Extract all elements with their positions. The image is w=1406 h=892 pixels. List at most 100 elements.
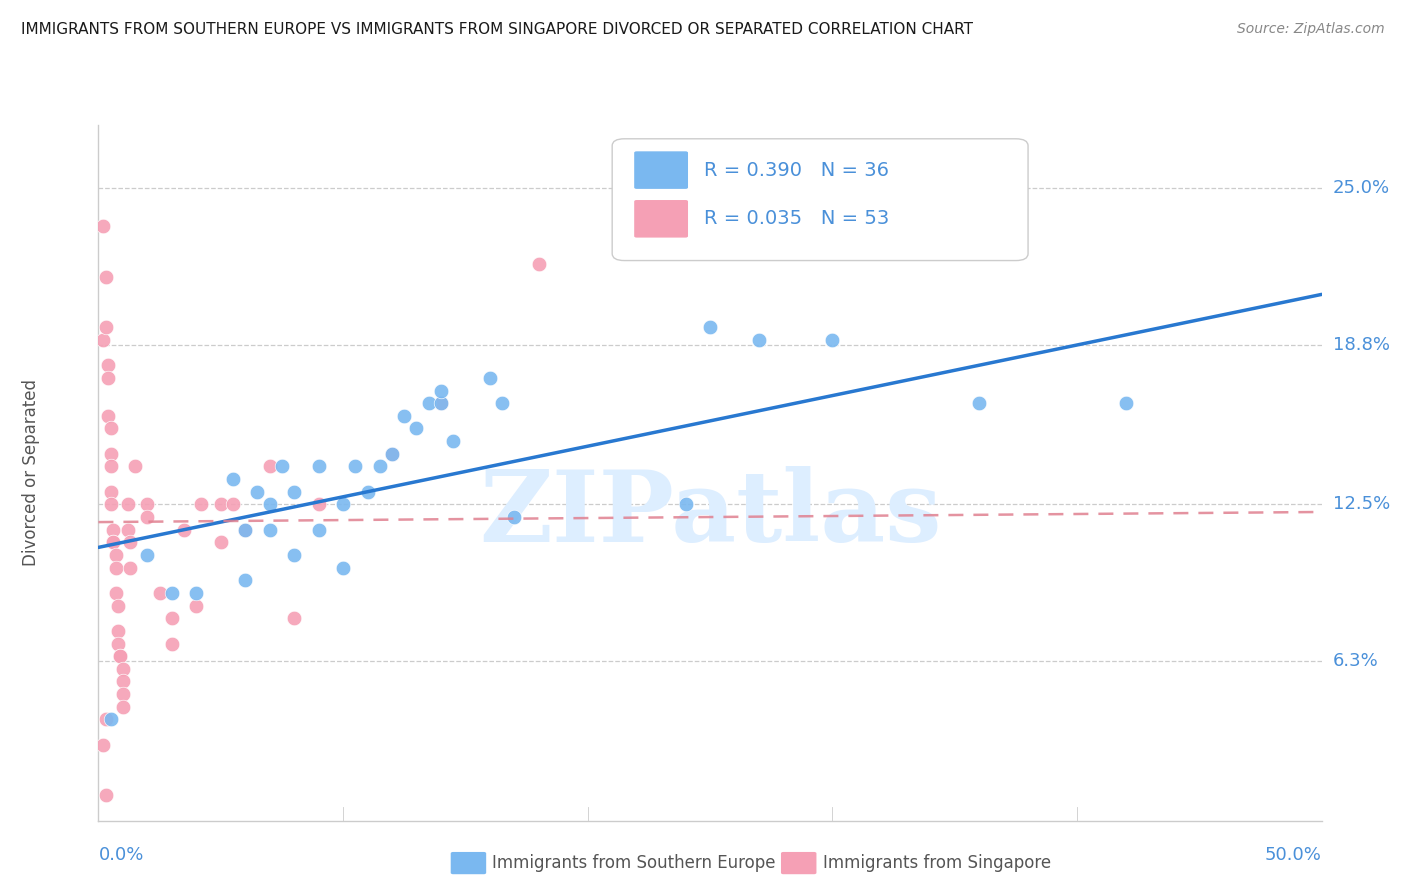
Text: Immigrants from Southern Europe: Immigrants from Southern Europe	[492, 854, 776, 872]
Point	[418, 396, 440, 410]
Point	[160, 611, 183, 625]
Point	[430, 396, 453, 410]
Point	[94, 713, 117, 727]
Point	[94, 269, 117, 284]
Point	[111, 662, 134, 676]
Point	[101, 535, 124, 549]
Point	[136, 497, 159, 511]
Point	[104, 548, 127, 562]
Point	[209, 535, 232, 549]
Point	[491, 396, 513, 410]
Point	[110, 649, 132, 664]
Point	[149, 586, 172, 600]
Point	[186, 586, 208, 600]
Point	[94, 320, 117, 334]
Point	[100, 421, 122, 435]
FancyBboxPatch shape	[780, 852, 817, 874]
Text: 0.0%: 0.0%	[98, 846, 143, 863]
Point	[120, 535, 142, 549]
FancyBboxPatch shape	[634, 152, 688, 189]
Text: 12.5%: 12.5%	[1333, 495, 1391, 514]
Point	[308, 497, 330, 511]
Point	[104, 586, 127, 600]
Point	[104, 560, 127, 574]
Point	[233, 574, 256, 588]
Point	[101, 535, 124, 549]
Point	[209, 497, 232, 511]
Text: 25.0%: 25.0%	[1333, 179, 1391, 197]
Point	[259, 523, 281, 537]
Point	[124, 459, 146, 474]
Point	[283, 548, 305, 562]
Point	[381, 447, 404, 461]
Point	[283, 484, 305, 499]
Point	[356, 484, 378, 499]
Point	[91, 219, 114, 233]
Point	[190, 497, 212, 511]
Point	[100, 484, 122, 499]
Point	[332, 560, 354, 574]
Point	[100, 497, 122, 511]
Point	[186, 599, 208, 613]
Point	[222, 497, 245, 511]
Point	[160, 636, 183, 650]
Point	[699, 320, 721, 334]
Point	[222, 472, 245, 486]
Point	[120, 560, 142, 574]
Point	[111, 674, 134, 689]
Point	[259, 497, 281, 511]
Point	[308, 459, 330, 474]
Point	[160, 586, 183, 600]
Point	[478, 371, 501, 385]
Point	[246, 484, 269, 499]
Point	[308, 523, 330, 537]
Point	[107, 636, 129, 650]
FancyBboxPatch shape	[634, 200, 688, 237]
Point	[441, 434, 464, 449]
Point	[136, 548, 159, 562]
Text: IMMIGRANTS FROM SOUTHERN EUROPE VS IMMIGRANTS FROM SINGAPORE DIVORCED OR SEPARAT: IMMIGRANTS FROM SOUTHERN EUROPE VS IMMIG…	[21, 22, 973, 37]
Point	[405, 421, 427, 435]
Point	[270, 459, 294, 474]
Point	[100, 459, 122, 474]
Point	[332, 497, 354, 511]
Point	[527, 257, 550, 271]
Point	[233, 523, 256, 537]
Point	[136, 510, 159, 524]
Point	[344, 459, 367, 474]
Point	[110, 649, 132, 664]
Point	[100, 447, 122, 461]
Text: Divorced or Separated: Divorced or Separated	[22, 379, 41, 566]
Point	[748, 333, 770, 347]
Point	[107, 599, 129, 613]
Text: 50.0%: 50.0%	[1265, 846, 1322, 863]
Point	[392, 409, 416, 423]
FancyBboxPatch shape	[612, 139, 1028, 260]
Point	[94, 789, 117, 803]
Text: Source: ZipAtlas.com: Source: ZipAtlas.com	[1237, 22, 1385, 37]
Point	[117, 523, 139, 537]
Point	[233, 523, 256, 537]
Point	[100, 713, 122, 727]
Text: 6.3%: 6.3%	[1333, 652, 1378, 670]
Text: 18.8%: 18.8%	[1333, 336, 1389, 354]
Point	[101, 523, 124, 537]
Point	[368, 459, 391, 474]
Point	[97, 358, 120, 372]
Point	[503, 510, 526, 524]
Point	[430, 396, 453, 410]
Point	[173, 523, 195, 537]
Point	[111, 687, 134, 701]
Point	[675, 497, 697, 511]
Point	[821, 333, 844, 347]
Point	[283, 611, 305, 625]
Point	[111, 699, 134, 714]
Point	[91, 738, 114, 752]
Point	[117, 497, 139, 511]
Point	[97, 409, 120, 423]
Text: ZIPatlas: ZIPatlas	[479, 466, 941, 563]
FancyBboxPatch shape	[451, 852, 486, 874]
Point	[381, 447, 404, 461]
Point	[967, 396, 990, 410]
Point	[107, 624, 129, 638]
